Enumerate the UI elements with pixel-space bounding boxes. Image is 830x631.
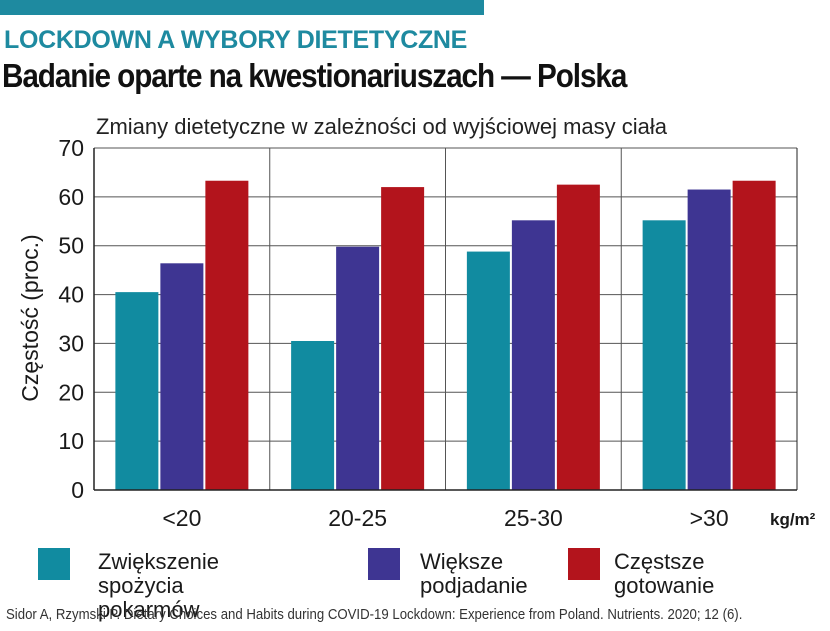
legend-label: Zwiększenie spożycia pokarmów — [98, 549, 220, 622]
x-axis-unit: kg/m² — [770, 510, 816, 529]
bar — [291, 340, 335, 490]
x-tick-label: 20-25 — [328, 505, 387, 531]
section-kicker: LOCKDOWN A WYBORY DIETETYCZNE — [4, 26, 468, 54]
chart-tick-labels: 0 10 20 30 40 50 60 70 <20 20-25 25-30 >30 — [58, 135, 728, 531]
legend-swatch — [38, 548, 70, 580]
y-tick-label: 70 — [58, 135, 84, 161]
y-tick-label: 30 — [58, 330, 84, 356]
chart-bars — [115, 180, 776, 491]
y-axis-label: Częstość (proc.) — [17, 234, 43, 401]
x-tick-label: >30 — [690, 505, 729, 531]
bar — [511, 220, 555, 490]
bar — [381, 187, 425, 491]
page-headline: Badanie oparte na kwestionariuszach — Po… — [2, 57, 627, 94]
bar — [687, 189, 731, 490]
bar — [642, 220, 686, 490]
legend-label: Częstsze gotowanie — [614, 549, 715, 598]
bar — [732, 180, 776, 490]
legend-swatch — [368, 548, 400, 580]
top-accent-bar — [0, 0, 484, 15]
legend-label: Większe podjadanie — [420, 549, 528, 598]
legend-swatch — [568, 548, 600, 580]
bar — [336, 246, 380, 490]
y-tick-label: 60 — [58, 184, 84, 210]
chart-title: Zmiany dietetyczne w zależności od wyjśc… — [96, 114, 667, 139]
x-tick-label: <20 — [162, 505, 201, 531]
source-citation: Sidor A, Rzymski P. Dietary Choices and … — [6, 606, 743, 623]
bar — [115, 292, 159, 490]
y-tick-label: 10 — [58, 428, 84, 454]
y-tick-label: 50 — [58, 233, 84, 259]
bar — [205, 180, 249, 490]
bar — [466, 251, 510, 490]
y-tick-label: 40 — [58, 282, 84, 308]
bar — [160, 263, 204, 490]
bar — [556, 184, 600, 490]
y-tick-label: 20 — [58, 379, 84, 405]
x-tick-label: 25-30 — [504, 505, 563, 531]
y-tick-label: 0 — [71, 477, 84, 503]
chart-axes — [93, 148, 798, 491]
